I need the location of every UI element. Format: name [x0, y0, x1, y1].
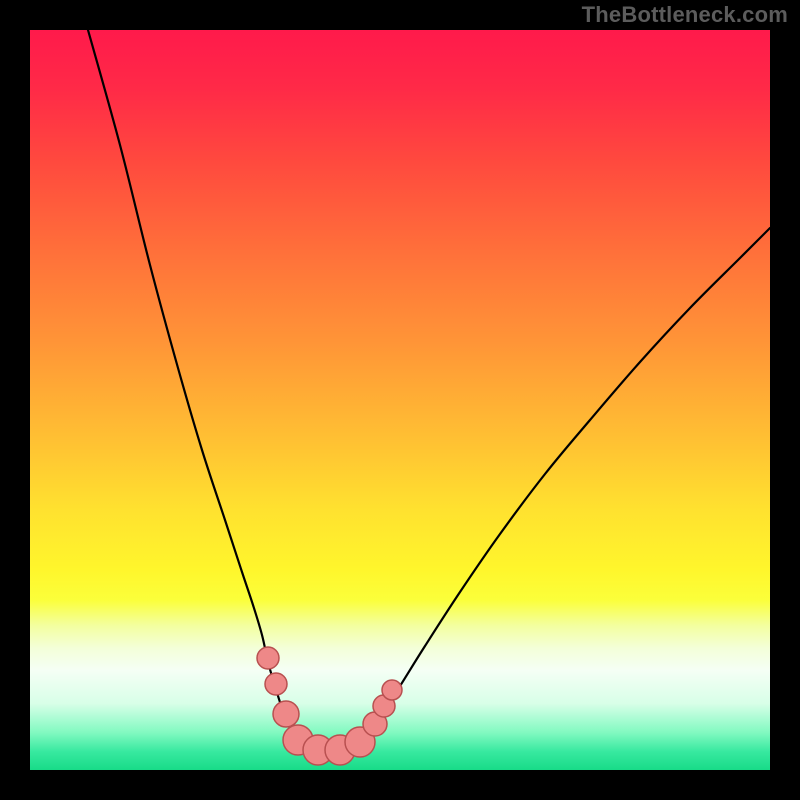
chart-frame: TheBottleneck.com — [0, 0, 800, 800]
bottleneck-curve-chart — [30, 30, 770, 770]
bottleneck-marker — [273, 701, 299, 727]
gradient-background — [30, 30, 770, 770]
plot-area — [30, 30, 770, 770]
bottleneck-marker — [382, 680, 402, 700]
watermark-label: TheBottleneck.com — [582, 2, 788, 28]
bottleneck-marker — [265, 673, 287, 695]
bottleneck-marker — [257, 647, 279, 669]
